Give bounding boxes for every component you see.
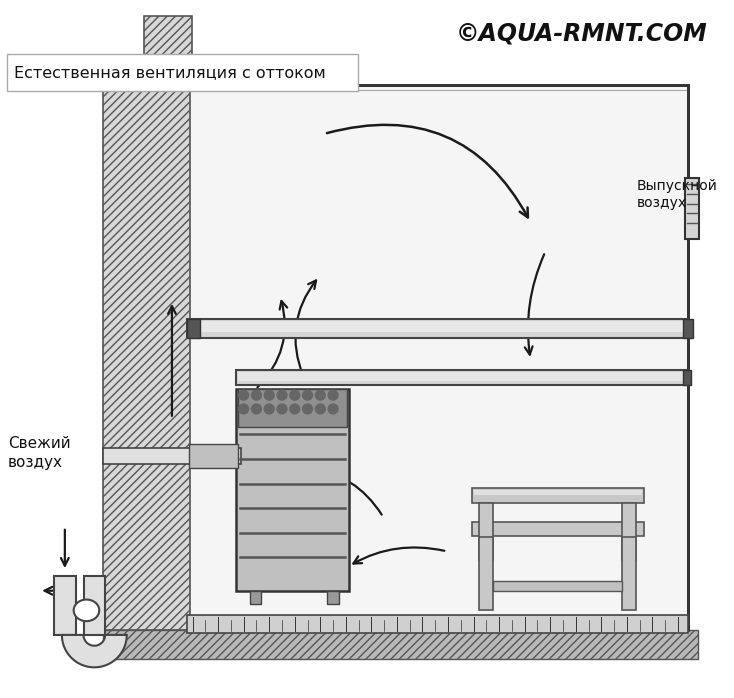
Text: Естественная вентиляция с оттоком: Естественная вентиляция с оттоком — [14, 66, 325, 80]
Circle shape — [316, 404, 325, 414]
Bar — [236, 389, 349, 591]
Circle shape — [252, 390, 261, 400]
Bar — [685, 178, 699, 239]
Bar — [473, 489, 642, 496]
Circle shape — [264, 404, 274, 414]
Bar — [472, 522, 644, 535]
Text: ©AQUA-RMNT.COM: ©AQUA-RMNT.COM — [456, 22, 708, 45]
Circle shape — [302, 404, 313, 414]
Bar — [189, 445, 238, 468]
Circle shape — [302, 390, 313, 400]
Circle shape — [277, 404, 287, 414]
Bar — [479, 537, 493, 610]
Circle shape — [239, 390, 249, 400]
Bar — [250, 591, 261, 604]
Text: Выпускной
воздух: Выпускной воздух — [636, 179, 718, 210]
Text: Свежий
воздух: Свежий воздух — [8, 436, 70, 470]
Circle shape — [290, 390, 299, 400]
Bar — [683, 370, 691, 385]
Bar — [472, 487, 644, 503]
Ellipse shape — [73, 600, 99, 621]
Bar — [238, 371, 686, 381]
Bar — [622, 503, 636, 560]
Circle shape — [316, 390, 325, 400]
Bar — [186, 318, 688, 339]
Circle shape — [277, 390, 287, 400]
Bar — [622, 537, 636, 610]
Bar — [236, 370, 688, 385]
Circle shape — [239, 404, 249, 414]
Bar — [103, 448, 241, 464]
FancyBboxPatch shape — [7, 54, 357, 91]
Bar — [493, 581, 622, 591]
Bar — [103, 630, 697, 660]
Bar — [145, 16, 192, 87]
Bar — [186, 615, 688, 633]
Circle shape — [328, 404, 338, 414]
Polygon shape — [62, 635, 127, 667]
Circle shape — [252, 404, 261, 414]
Bar — [186, 84, 688, 630]
Bar — [84, 576, 105, 635]
Bar — [238, 389, 347, 426]
Bar — [103, 84, 189, 630]
Bar — [683, 318, 693, 339]
Bar — [479, 503, 493, 560]
Bar — [327, 591, 339, 604]
Bar — [54, 576, 76, 635]
Circle shape — [290, 404, 299, 414]
Bar — [189, 320, 686, 332]
Bar — [186, 318, 200, 339]
Circle shape — [264, 390, 274, 400]
Circle shape — [328, 390, 338, 400]
